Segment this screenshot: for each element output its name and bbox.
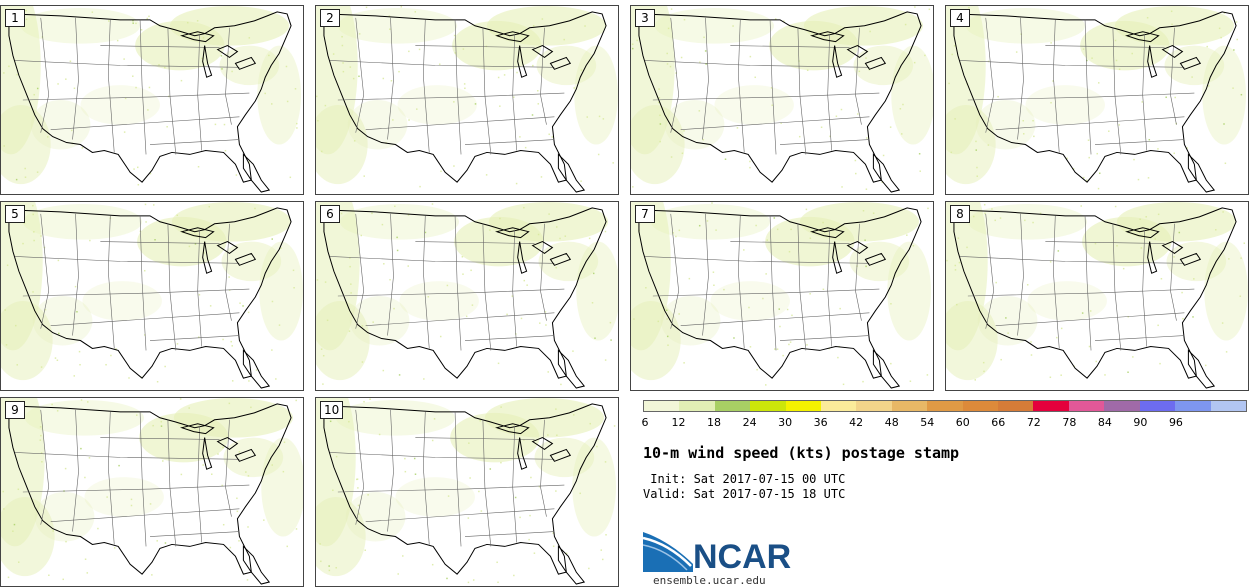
colorbar-segment [1139, 401, 1176, 411]
colorbar-tick-label: 78 [1062, 416, 1077, 429]
colorbar-tick-label: 30 [778, 416, 793, 429]
init-time: Init: Sat 2017-07-15 00 UTC [643, 472, 846, 486]
wind-speed-colorbar [643, 400, 1247, 412]
stamp-panel-1: 1 [0, 5, 304, 195]
colorbar-segment [1033, 401, 1069, 411]
ncar-wordmark: NCAR [693, 538, 792, 576]
colorbar-tick-label: 48 [884, 416, 899, 429]
wind-map [631, 202, 932, 389]
wind-map [631, 6, 933, 193]
colorbar-tick-label: 72 [1026, 416, 1041, 429]
wind-map [946, 202, 1248, 389]
colorbar-tick-label: 84 [1097, 416, 1112, 429]
stamp-panel-2: 2 [315, 5, 619, 195]
colorbar-segment [1210, 401, 1246, 411]
stamp-panel-4: 4 [945, 5, 1249, 195]
colorbar-segment [856, 401, 892, 411]
colorbar-ticks: 6 12 18 24 30 36 42 48 54 60 66 72 78 84 90 96 [641, 416, 1247, 430]
colorbar-segment [679, 401, 715, 411]
panel-number: 6 [320, 205, 340, 223]
colorbar-tick-label: 36 [813, 416, 828, 429]
stamp-panel-3: 3 [630, 5, 934, 195]
colorbar-tick-label: 66 [991, 416, 1006, 429]
stamp-panel-9: 9 [0, 397, 304, 587]
ensemble-url: ensemble.ucar.edu [653, 574, 766, 587]
colorbar-tick-label: 24 [742, 416, 757, 429]
panel-number: 4 [950, 9, 970, 27]
ncar-logo: NCAR ensemble.ucar.edu [643, 530, 803, 588]
colorbar-segment [962, 401, 999, 411]
panel-number: 10 [320, 401, 344, 419]
colorbar-tick-label: 90 [1133, 416, 1148, 429]
stamp-panel-6: 6 [315, 201, 619, 391]
wind-map [1, 202, 303, 389]
wind-map [316, 398, 617, 585]
colorbar-segment [1175, 401, 1211, 411]
colorbar-segment [821, 401, 857, 411]
colorbar-tick-label: 12 [671, 416, 686, 429]
plot-title: 10-m wind speed (kts) postage stamp [643, 444, 960, 462]
wind-map [1, 398, 303, 585]
panel-number: 8 [950, 205, 970, 223]
colorbar-segment [891, 401, 928, 411]
colorbar-tick-label: 42 [849, 416, 864, 429]
panel-number: 1 [5, 9, 25, 27]
stamp-panel-8: 8 [945, 201, 1249, 391]
panel-number: 7 [635, 205, 655, 223]
panel-number: 2 [320, 9, 340, 27]
colorbar-tick-label: 6 [641, 416, 649, 429]
colorbar-segment [1104, 401, 1140, 411]
colorbar-segment [750, 401, 786, 411]
panel-number: 3 [635, 9, 655, 27]
colorbar-segment [644, 401, 680, 411]
colorbar-segment [714, 401, 751, 411]
time-info: Init: Sat 2017-07-15 00 UTC Valid: Sat 2… [643, 472, 845, 502]
stamp-panel-7: 7 [630, 201, 934, 391]
stamp-panel-10: 10 [315, 397, 619, 587]
stamp-panel-5: 5 [0, 201, 304, 391]
valid-time: Valid: Sat 2017-07-15 18 UTC [643, 487, 846, 501]
colorbar-segment [1068, 401, 1105, 411]
ncar-swoosh-icon [643, 532, 693, 572]
panel-number: 9 [5, 401, 25, 419]
colorbar-tick-label: 54 [920, 416, 935, 429]
wind-map [316, 202, 618, 389]
colorbar-segment [785, 401, 822, 411]
colorbar-tick-label: 18 [707, 416, 722, 429]
colorbar-segment [927, 401, 963, 411]
colorbar-tick-label: 96 [1168, 416, 1183, 429]
wind-map [946, 6, 1247, 193]
colorbar-tick-label: 60 [955, 416, 970, 429]
panel-number: 5 [5, 205, 25, 223]
wind-map [316, 6, 618, 193]
colorbar-segment [998, 401, 1034, 411]
wind-map [1, 6, 302, 193]
